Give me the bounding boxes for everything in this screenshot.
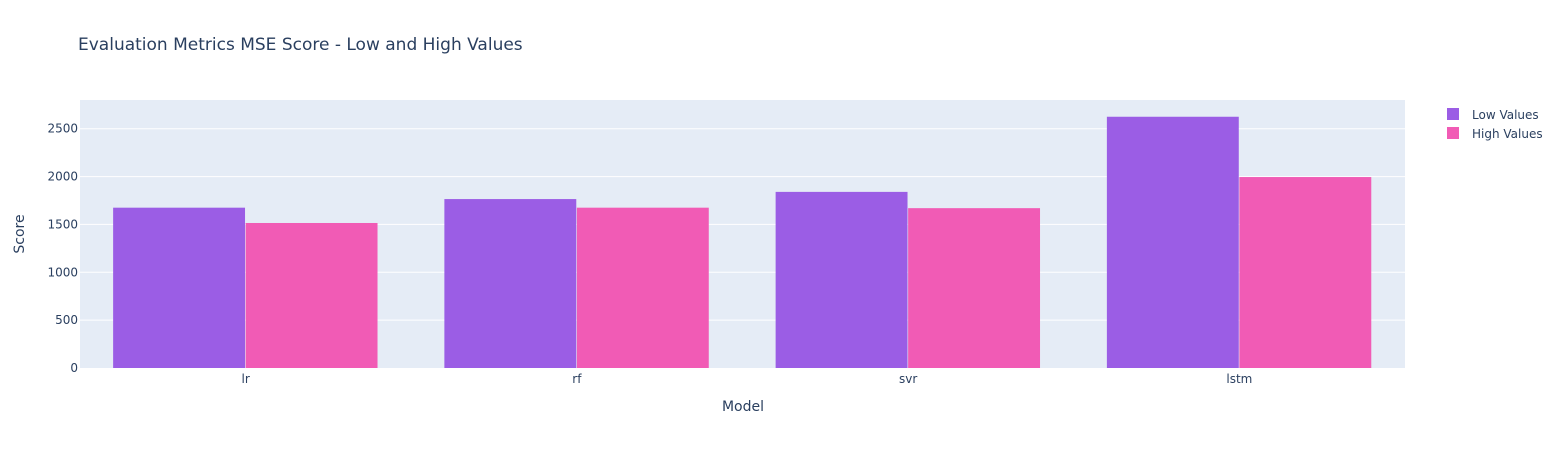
legend-swatch-low-values xyxy=(1447,108,1459,120)
y-tick-label-2000: 2000 xyxy=(47,170,78,184)
bar-rf-high-values xyxy=(576,207,709,368)
legend-label-low-values: Low Values xyxy=(1472,108,1539,122)
y-tick-label-2500: 2500 xyxy=(47,122,78,136)
bar-lr-low-values xyxy=(113,207,246,368)
y-tick-label-500: 500 xyxy=(55,313,78,327)
bar-lstm-high-values xyxy=(1239,177,1372,368)
x-tick-label-svr: svr xyxy=(899,372,917,386)
x-tick-label-lstm: lstm xyxy=(1226,372,1252,386)
x-axis-title: Model xyxy=(722,399,764,415)
bar-lr-high-values xyxy=(245,222,378,368)
y-axis-ticks: 0 500 1000 1500 2000 2500 xyxy=(47,122,78,375)
x-axis-ticks: lr rf svr lstm xyxy=(241,372,1252,386)
y-tick-label-0: 0 xyxy=(70,361,78,375)
bars-layer xyxy=(113,116,1372,368)
legend-swatch-high-values xyxy=(1447,127,1459,139)
chart-title: Evaluation Metrics MSE Score - Low and H… xyxy=(78,35,523,55)
y-tick-label-1500: 1500 xyxy=(47,217,78,231)
y-tick-label-1000: 1000 xyxy=(47,265,78,279)
bar-rf-low-values xyxy=(444,199,577,368)
bar-lstm-low-values xyxy=(1106,116,1239,368)
bar-svr-high-values xyxy=(908,208,1041,368)
bar-svr-low-values xyxy=(775,191,908,368)
legend[interactable]: Low Values High Values xyxy=(1447,108,1543,141)
x-tick-label-rf: rf xyxy=(572,372,582,386)
legend-label-high-values: High Values xyxy=(1472,127,1543,141)
legend-item-low-values[interactable]: Low Values xyxy=(1447,108,1539,122)
legend-item-high-values[interactable]: High Values xyxy=(1447,127,1543,141)
x-tick-label-lr: lr xyxy=(241,372,249,386)
y-axis-title: Score xyxy=(12,214,28,253)
